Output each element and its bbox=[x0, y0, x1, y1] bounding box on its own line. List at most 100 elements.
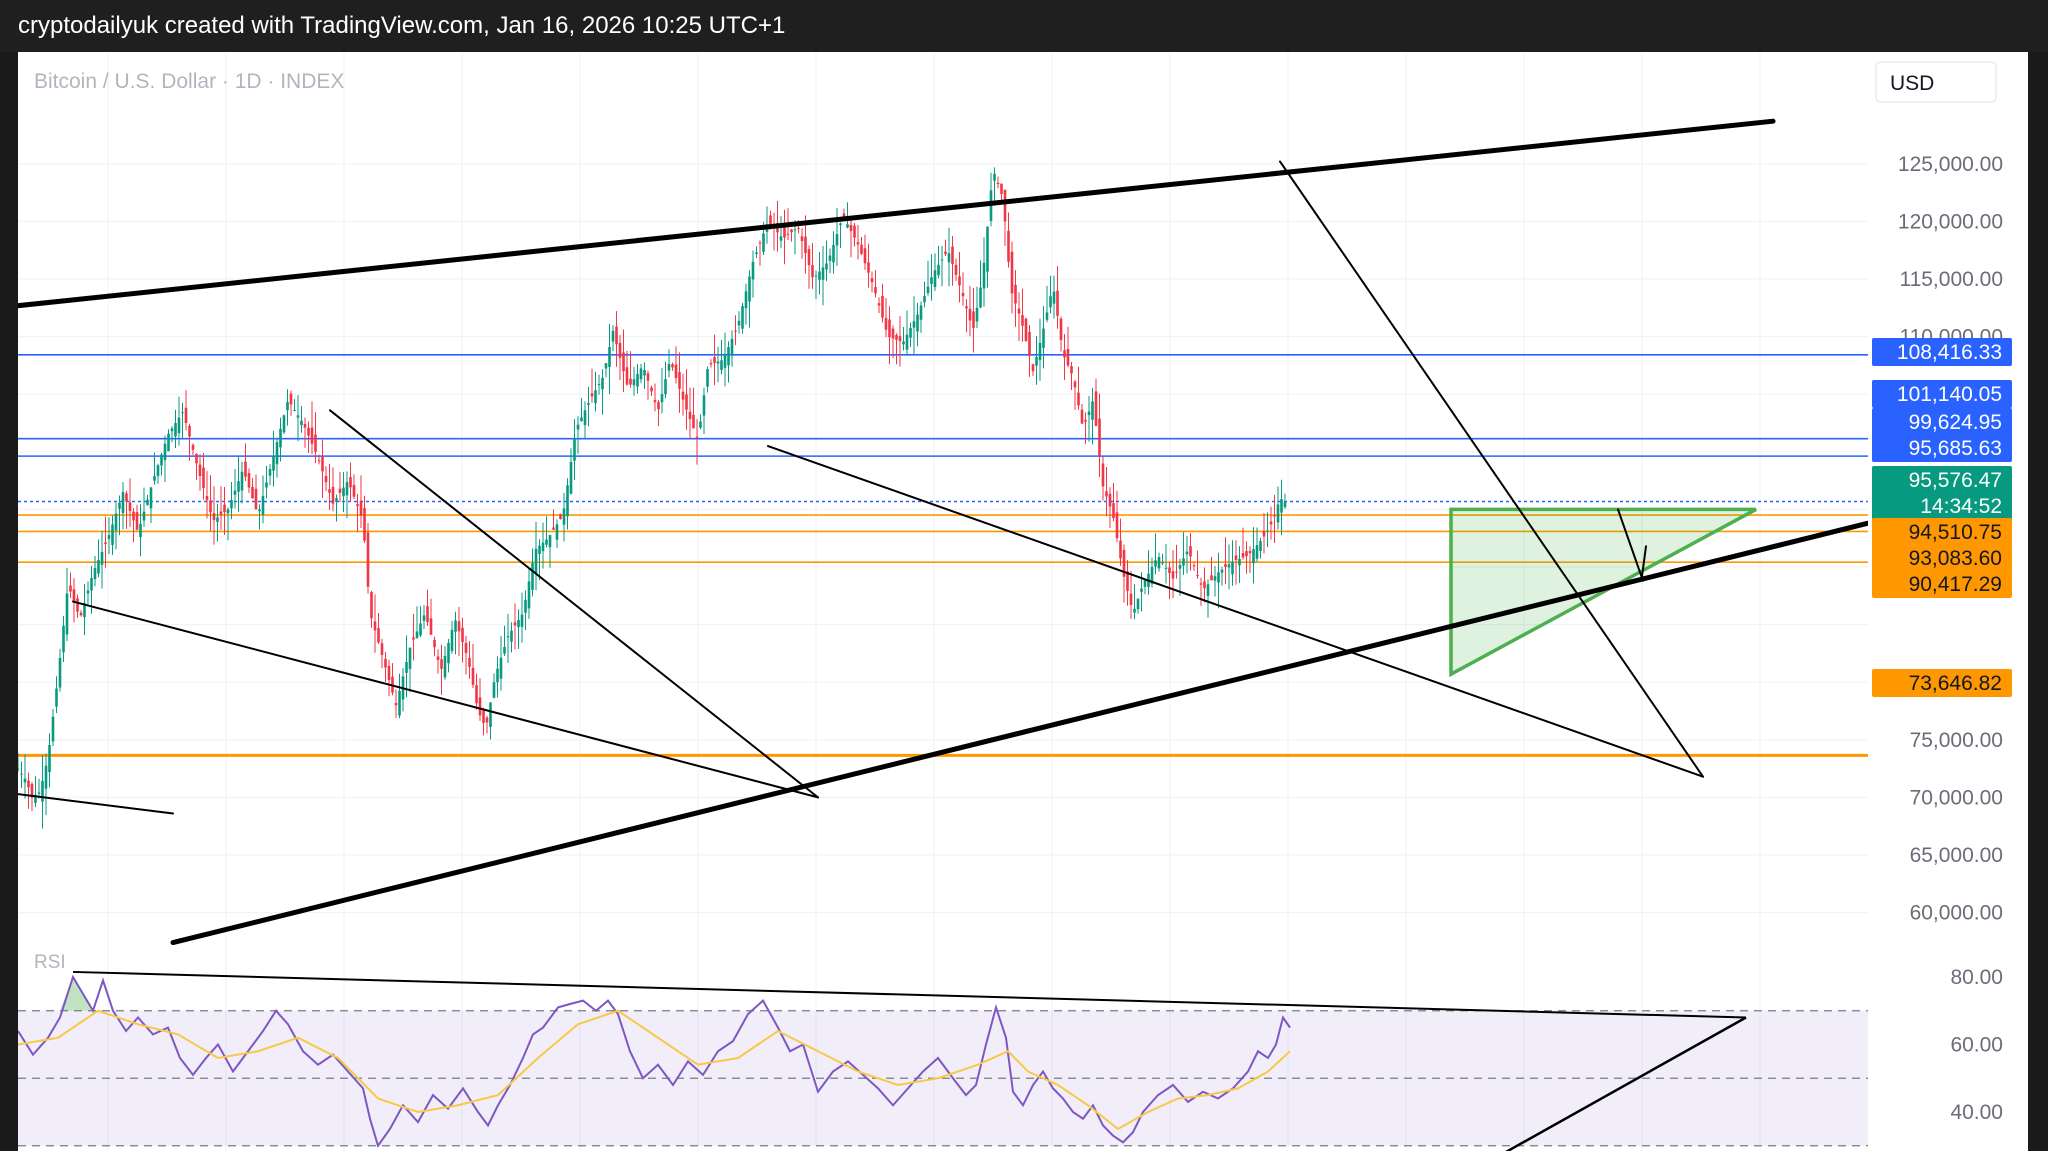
candle-body bbox=[1231, 561, 1234, 575]
candle-body bbox=[1164, 567, 1168, 569]
candle-body bbox=[653, 399, 657, 403]
candle-body bbox=[153, 475, 156, 481]
candle-body bbox=[846, 224, 849, 228]
currency-button[interactable]: USD bbox=[1875, 61, 1997, 103]
candle-body bbox=[1259, 541, 1262, 551]
candle-body bbox=[377, 627, 380, 643]
trendline bbox=[767, 445, 1704, 778]
candle-body bbox=[842, 213, 846, 218]
chart-frame[interactable]: 125,000.00 120,000.00 115,000.00 110,000.00… bbox=[18, 52, 2028, 1151]
candle-body bbox=[163, 443, 167, 461]
price-tick-label: 65,000.00 bbox=[1910, 844, 2003, 867]
candle-body bbox=[993, 173, 996, 181]
candle-body bbox=[716, 361, 720, 364]
rsi-tick-label: 40.00 bbox=[1950, 1101, 2003, 1124]
candle-body bbox=[779, 236, 783, 241]
price-tick-label: 125,000.00 bbox=[1898, 153, 2003, 176]
candle-body bbox=[1003, 189, 1007, 222]
candle-body bbox=[324, 476, 328, 483]
candle-body bbox=[895, 334, 898, 340]
candle-body bbox=[1143, 580, 1147, 587]
candle-body bbox=[975, 307, 979, 322]
candle-body bbox=[132, 511, 135, 521]
trendline bbox=[18, 118, 1776, 309]
candle-body bbox=[76, 598, 79, 612]
candle-body bbox=[1042, 328, 1045, 348]
candle-body bbox=[1108, 493, 1112, 507]
candle-body bbox=[538, 545, 541, 555]
candle-body bbox=[982, 262, 986, 289]
price-axis[interactable]: 125,000.00120,000.00115,000.00110,000.00… bbox=[1868, 52, 2028, 1151]
candle-body bbox=[1098, 418, 1101, 457]
price-badge-label: 93,083.60 bbox=[1909, 547, 2002, 570]
candle-body bbox=[198, 464, 202, 476]
candle-body bbox=[968, 308, 972, 321]
candle-body bbox=[986, 226, 989, 272]
candle-body bbox=[1101, 463, 1105, 487]
candle-body bbox=[107, 535, 111, 539]
candle-body bbox=[265, 482, 268, 488]
candle-body bbox=[828, 255, 832, 261]
candle-body bbox=[321, 455, 324, 472]
candle-body bbox=[958, 276, 961, 286]
price-badge: 95,576.47 bbox=[1872, 466, 2012, 494]
candle-body bbox=[576, 424, 580, 430]
candle-body bbox=[555, 524, 559, 540]
price-tick-label: 60,000.00 bbox=[1910, 902, 2003, 925]
candle-body bbox=[786, 233, 790, 235]
candle-body bbox=[167, 433, 170, 452]
price-badge-bg bbox=[1872, 492, 2012, 520]
candle-body bbox=[1014, 284, 1017, 304]
candle-body bbox=[657, 402, 660, 410]
price-badge: 93,083.60 bbox=[1872, 544, 2012, 572]
rsi-label: RSI bbox=[34, 952, 66, 973]
candle-body bbox=[755, 252, 758, 254]
candle-body bbox=[853, 225, 856, 238]
candle-body bbox=[832, 244, 835, 263]
candle-body bbox=[349, 477, 352, 488]
candle-body bbox=[1276, 504, 1280, 523]
candle-body bbox=[1119, 540, 1122, 559]
candle-body bbox=[328, 489, 331, 493]
candle-body bbox=[499, 657, 503, 679]
candle-body bbox=[450, 629, 454, 651]
candle-body bbox=[436, 656, 440, 660]
candle-body bbox=[65, 593, 69, 635]
candle-body bbox=[307, 427, 310, 436]
price-chart[interactable]: 125,000.00120,000.00115,000.00110,000.00… bbox=[18, 52, 2028, 1151]
price-tick-label: 115,000.00 bbox=[1899, 268, 2003, 291]
candle-body bbox=[1178, 565, 1182, 569]
candle-body bbox=[1255, 545, 1259, 559]
candle-body bbox=[359, 500, 363, 516]
candle-body bbox=[1150, 567, 1154, 584]
candle-body bbox=[20, 773, 23, 775]
candle-body bbox=[426, 606, 429, 623]
rsi-pane bbox=[18, 970, 1868, 1151]
candle-body bbox=[433, 639, 436, 648]
candle-body bbox=[90, 578, 93, 591]
candle-body bbox=[1077, 392, 1080, 406]
candle-body bbox=[898, 336, 902, 342]
candle-body bbox=[1045, 312, 1049, 320]
candle-body bbox=[734, 330, 737, 332]
candle-body bbox=[601, 377, 604, 390]
candle-body bbox=[510, 630, 513, 642]
candle-body bbox=[244, 461, 247, 477]
candle-body bbox=[55, 688, 58, 707]
price-badge-label: 108,416.33 bbox=[1897, 341, 2002, 364]
candle-body bbox=[1217, 572, 1220, 583]
candle-body bbox=[1024, 318, 1028, 341]
candle-body bbox=[587, 403, 590, 405]
candle-body bbox=[797, 228, 800, 230]
candle-body bbox=[1273, 515, 1276, 517]
candle-body bbox=[811, 265, 814, 278]
candle-body bbox=[860, 244, 863, 254]
candle-body bbox=[615, 326, 618, 345]
candle-body bbox=[1035, 357, 1038, 366]
candle-body bbox=[1157, 557, 1161, 569]
candle-body bbox=[681, 391, 685, 400]
candle-body bbox=[573, 438, 576, 461]
candle-body bbox=[384, 658, 387, 668]
candle-body bbox=[650, 387, 653, 392]
candle-body bbox=[335, 498, 338, 502]
